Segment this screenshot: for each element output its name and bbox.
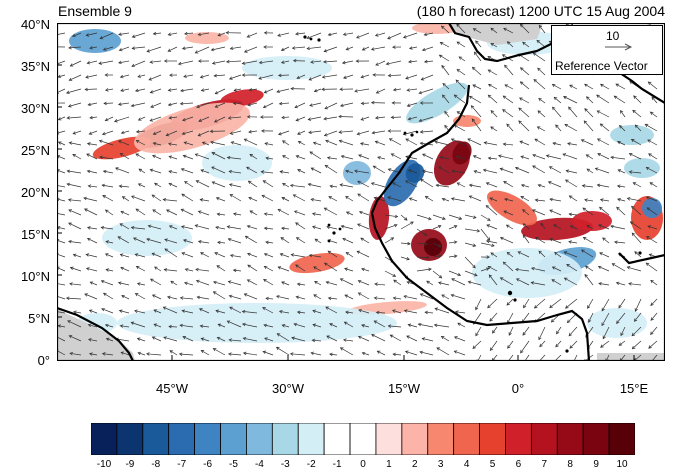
colorbar-tick-label: 2 bbox=[412, 459, 418, 470]
colorbar-cell bbox=[298, 423, 324, 455]
colorbar-cell bbox=[531, 423, 557, 455]
colorbar-cell bbox=[117, 423, 143, 455]
colorbar-cell bbox=[609, 423, 635, 455]
colorbar-tick-label: 9 bbox=[593, 459, 599, 470]
reference-vector-box: 10 Reference Vector bbox=[551, 25, 663, 75]
colorbar-cell bbox=[195, 423, 221, 455]
colorbar-tick-label: 8 bbox=[567, 459, 573, 470]
colorbar-tick-label: -3 bbox=[281, 459, 290, 470]
colorbar-tick-label: 4 bbox=[464, 459, 470, 470]
colorbar-cell bbox=[272, 423, 298, 455]
colorbar-cell bbox=[324, 423, 350, 455]
colorbar-tick-label: 1 bbox=[386, 459, 392, 470]
colorbar-cell bbox=[480, 423, 506, 455]
colorbar-tick-label: -4 bbox=[255, 459, 264, 470]
lon-label: 15°W bbox=[388, 381, 420, 396]
lat-label: 20°N bbox=[2, 185, 50, 200]
colorbar-tick-label: 7 bbox=[542, 459, 548, 470]
wind-vector bbox=[279, 75, 289, 76]
anomaly-blob bbox=[117, 303, 397, 343]
anomaly-blob bbox=[610, 125, 654, 145]
lat-label: 40°N bbox=[2, 17, 50, 32]
reference-vector-label: Reference Vector bbox=[555, 59, 648, 73]
colorbar-cell bbox=[454, 423, 480, 455]
colorbar-cell bbox=[505, 423, 531, 455]
colorbar-cell bbox=[428, 423, 454, 455]
reference-arrow-icon bbox=[604, 42, 634, 52]
anomaly-blob bbox=[69, 29, 121, 53]
colorbar-tick-label: -10 bbox=[97, 459, 111, 470]
lon-label: 0° bbox=[512, 381, 524, 396]
lat-label: 35°N bbox=[2, 59, 50, 74]
colorbar-tick-label: -6 bbox=[203, 459, 212, 470]
colorbar-tick-label: -1 bbox=[333, 459, 342, 470]
colorbar-tick-label: -2 bbox=[307, 459, 316, 470]
colorbar-cell bbox=[376, 423, 402, 455]
colorbar-tick-label: 0 bbox=[360, 459, 366, 470]
colorbar-tick-label: -7 bbox=[177, 459, 186, 470]
anomaly-blob bbox=[472, 248, 582, 298]
colorbar-tick-label: 10 bbox=[616, 459, 627, 470]
lon-label: 15°E bbox=[620, 381, 648, 396]
colorbar-tick-label: 5 bbox=[490, 459, 496, 470]
colorbar-cell bbox=[583, 423, 609, 455]
lat-label: 0° bbox=[2, 353, 50, 368]
lat-label: 5°N bbox=[2, 311, 50, 326]
wind-vector bbox=[391, 117, 401, 118]
colorbar-cell bbox=[246, 423, 272, 455]
anomaly-blob bbox=[242, 56, 332, 80]
colorbar-cell bbox=[350, 423, 376, 455]
wind-vector bbox=[85, 89, 97, 90]
anomaly-blob bbox=[624, 158, 660, 178]
colorbar-tick-label: -5 bbox=[229, 459, 238, 470]
colorbar-cell bbox=[91, 423, 117, 455]
colorbar-cell bbox=[557, 423, 583, 455]
anomaly-blob bbox=[642, 198, 662, 218]
wind-vector bbox=[339, 117, 353, 118]
colorbar-cell bbox=[221, 423, 247, 455]
colorbar-cell bbox=[169, 423, 195, 455]
ensemble-title: Ensemble 9 bbox=[58, 3, 132, 19]
lon-label: 45°W bbox=[156, 381, 188, 396]
lat-label: 30°N bbox=[2, 101, 50, 116]
lon-label: 30°W bbox=[272, 381, 304, 396]
colorbar-tick-label: -8 bbox=[151, 459, 160, 470]
colorbar-tick-label: 6 bbox=[516, 459, 522, 470]
colorbar bbox=[91, 423, 635, 455]
colorbar-cell bbox=[402, 423, 428, 455]
anomaly-blob bbox=[202, 145, 272, 181]
reference-vector-magnitude: 10 bbox=[606, 29, 619, 43]
colorbar-cell bbox=[143, 423, 169, 455]
lat-label: 10°N bbox=[2, 269, 50, 284]
anomaly-blob bbox=[102, 220, 192, 256]
lat-label: 25°N bbox=[2, 143, 50, 158]
wind-vector bbox=[104, 103, 113, 104]
colorbar-tick-label: 3 bbox=[438, 459, 444, 470]
colorbar-tick-label: -9 bbox=[125, 459, 134, 470]
forecast-time-title: (180 h forecast) 1200 UTC 15 Aug 2004 bbox=[417, 3, 665, 19]
lat-label: 15°N bbox=[2, 227, 50, 242]
